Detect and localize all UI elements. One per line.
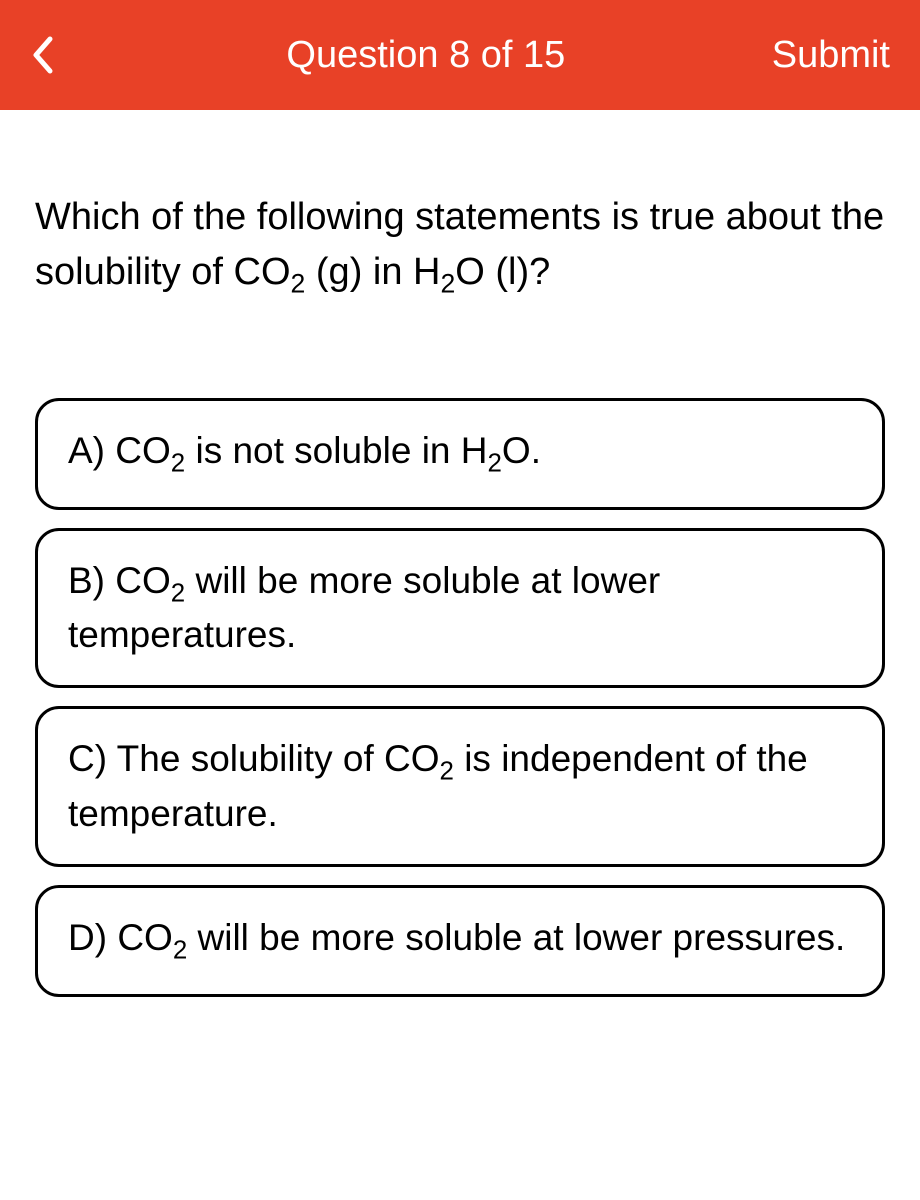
subscript: 2	[440, 758, 454, 786]
option-text: CO	[117, 917, 173, 958]
back-button[interactable]	[30, 30, 80, 80]
option-text: The solubility of CO	[117, 738, 440, 779]
question-counter: Question 8 of 15	[80, 34, 772, 77]
subscript: 2	[171, 580, 185, 608]
option-c[interactable]: C) The solubility of CO2 is independent …	[35, 706, 885, 866]
option-text: will be more soluble at lower pressures.	[187, 917, 845, 958]
option-letter: C)	[68, 738, 117, 779]
chevron-left-icon	[30, 35, 54, 75]
header-bar: Question 8 of 15 Submit	[0, 0, 920, 110]
subscript: 2	[488, 450, 502, 478]
option-a[interactable]: A) CO2 is not soluble in H2O.	[35, 398, 885, 510]
subscript: 2	[440, 269, 455, 299]
option-d[interactable]: D) CO2 will be more soluble at lower pre…	[35, 885, 885, 997]
option-text: CO	[115, 430, 171, 471]
question-segment: O (l)?	[455, 251, 550, 293]
option-letter: D)	[68, 917, 117, 958]
option-text: is not soluble in H	[185, 430, 487, 471]
submit-button[interactable]: Submit	[772, 34, 890, 77]
option-letter: B)	[68, 560, 115, 601]
options-list: A) CO2 is not soluble in H2O. B) CO2 wil…	[35, 398, 885, 996]
option-letter: A)	[68, 430, 115, 471]
option-text: CO	[115, 560, 171, 601]
content-area: Which of the following statements is tru…	[0, 110, 920, 997]
subscript: 2	[291, 269, 306, 299]
question-segment: (g) in H	[305, 251, 440, 293]
subscript: 2	[173, 936, 187, 964]
subscript: 2	[171, 450, 185, 478]
option-text: O.	[502, 430, 541, 471]
question-text: Which of the following statements is tru…	[35, 190, 885, 303]
option-b[interactable]: B) CO2 will be more soluble at lower tem…	[35, 528, 885, 688]
